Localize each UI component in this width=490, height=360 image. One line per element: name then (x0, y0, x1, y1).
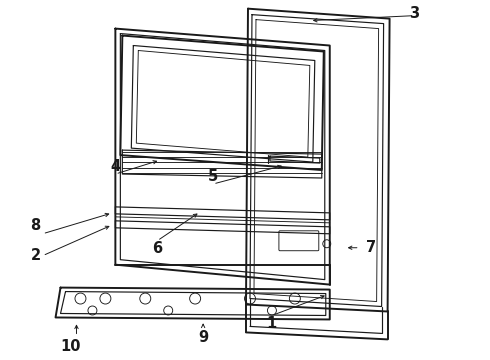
Text: 8: 8 (30, 218, 41, 233)
Text: 3: 3 (410, 6, 419, 21)
Text: 10: 10 (60, 339, 81, 354)
Text: 5: 5 (208, 168, 218, 184)
Text: 6: 6 (152, 241, 162, 256)
Text: 7: 7 (366, 240, 376, 255)
Text: 9: 9 (198, 330, 208, 345)
Text: 4: 4 (110, 158, 121, 174)
Text: 2: 2 (30, 248, 41, 263)
Text: 1: 1 (267, 316, 277, 331)
